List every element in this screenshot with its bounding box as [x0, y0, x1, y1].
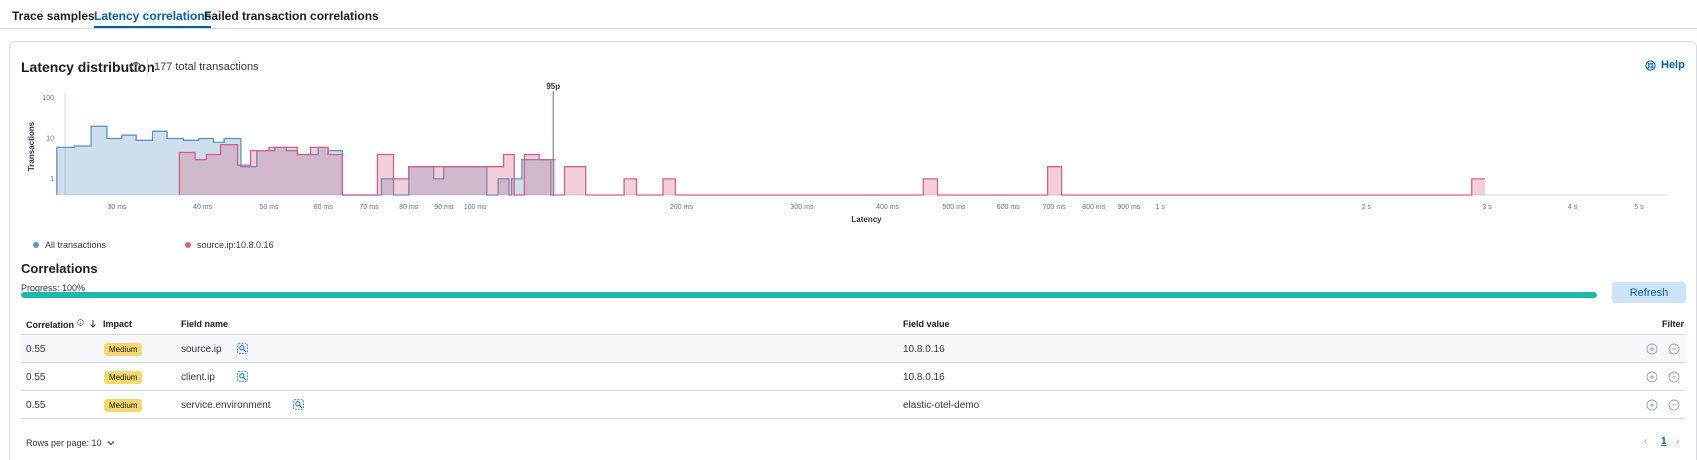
y-tick-label: 1: [50, 176, 54, 183]
table-row[interactable]: 0.55 Medium service.environment elastic-ote…: [21, 391, 1686, 419]
y-tick-label: 10: [46, 135, 54, 142]
tab-bar: Trace samples Latency correlations Faile…: [0, 0, 1697, 29]
x-tick-label: 1 s: [1156, 204, 1166, 211]
y-axis-title: Transactions: [27, 121, 36, 171]
x-axis-title: Latency: [851, 215, 882, 224]
x-tick-label: 30 ms: [107, 204, 127, 211]
correlations-title: Correlations: [21, 261, 98, 276]
x-tick-label: 4 s: [1568, 204, 1578, 211]
tab-latency-correlations[interactable]: Latency correlations: [94, 9, 212, 28]
impact-badge: Medium: [104, 343, 143, 356]
column-header-filter: Filter: [1662, 319, 1685, 329]
discover-icon[interactable]: [237, 343, 249, 354]
progress-bar: [21, 292, 1597, 298]
x-tick-label: 200 ms: [670, 204, 693, 211]
column-header-field-name: Field name: [181, 319, 229, 329]
filter-in-icon[interactable]: [1646, 399, 1658, 411]
info-icon: [76, 319, 84, 326]
field-value: elastic-otel-demo: [903, 400, 980, 411]
table-row[interactable]: 0.55 Medium source.ip 10.8.0.16: [21, 335, 1686, 363]
legend-dot-icon: [185, 242, 191, 248]
series-area-0: [56, 126, 556, 195]
filter-out-icon[interactable]: [1668, 371, 1680, 383]
x-tick-label: 100 ms: [464, 204, 487, 211]
x-tick-label: 800 ms: [1082, 204, 1105, 211]
x-tick-label: 40 ms: [193, 204, 213, 211]
x-tick-label: 400 ms: [876, 204, 899, 211]
tab-trace-samples[interactable]: Trace samples: [12, 9, 95, 23]
percentile-marker-label: 95p: [546, 82, 560, 91]
legend-item-all-transactions[interactable]: All transactions: [33, 240, 106, 250]
filter-in-icon[interactable]: [1646, 343, 1658, 355]
impact-badge: Medium: [104, 399, 143, 412]
column-label: Correlation: [26, 320, 75, 330]
field-name: service.environment: [181, 400, 271, 411]
x-tick-label: 90 ms: [434, 204, 454, 211]
legend-label: All transactions: [45, 240, 107, 250]
latency-distribution-chart: 1 10 100 30 ms 40 ms 50 ms 60 ms 70 ms 80 ms 90 m…: [27, 82, 1668, 224]
correlations-table: Correlation Impact Field name Field valu…: [21, 314, 1686, 419]
latency-distribution-title: Latency distribution: [21, 59, 155, 75]
field-name: client.ip: [181, 372, 215, 383]
total-transactions: 177 total transactions: [154, 61, 259, 73]
x-tick-label: 2 s: [1362, 204, 1372, 211]
page-number-1[interactable]: 1: [1661, 436, 1667, 447]
next-page-icon[interactable]: ›: [1676, 436, 1680, 447]
y-tick-label: 100: [42, 95, 54, 102]
chevron-down-icon: [107, 441, 114, 446]
legend-item-source-ip[interactable]: source.ip:10.8.0.16: [185, 240, 274, 250]
x-tick-label: 50 ms: [259, 204, 279, 211]
x-tick-label: 5 s: [1634, 204, 1644, 211]
filter-in-icon[interactable]: [1646, 371, 1658, 383]
column-header-impact: Impact: [103, 319, 133, 329]
column-header-field-value: Field value: [903, 319, 950, 329]
progress-label: Progress: 100%: [21, 283, 86, 293]
field-value: 10.8.0.16: [903, 372, 945, 383]
help-link[interactable]: Help: [1645, 59, 1685, 71]
series-area-1: [179, 144, 1485, 195]
correlation-value: 0.55: [26, 344, 46, 355]
table-row[interactable]: 0.55 Medium client.ip 10.8.0.16: [21, 363, 1686, 391]
tab-failed-transaction-correlations[interactable]: Failed transaction correlations: [204, 9, 379, 23]
impact-badge: Medium: [104, 371, 143, 384]
field-value: 10.8.0.16: [903, 344, 945, 355]
discover-icon[interactable]: [293, 399, 305, 410]
filter-out-icon[interactable]: [1668, 343, 1680, 355]
refresh-button[interactable]: Refresh: [1612, 282, 1686, 303]
help-icon: [1645, 59, 1656, 71]
series-line-1: [178, 144, 1485, 196]
legend-label: source.ip:10.8.0.16: [197, 240, 274, 250]
x-tick-label: 300 ms: [791, 204, 814, 211]
discover-icon[interactable]: [237, 371, 249, 382]
field-name: source.ip: [181, 344, 222, 355]
x-tick-label: 900 ms: [1117, 204, 1140, 211]
question-icon[interactable]: ?: [131, 62, 141, 72]
column-header-correlation[interactable]: Correlation: [26, 319, 97, 330]
correlation-value: 0.55: [26, 400, 46, 411]
x-tick-label: 3 s: [1482, 204, 1492, 211]
rows-per-page-label: Rows per page: 10: [26, 438, 102, 448]
progress-fill: [21, 292, 1597, 298]
help-label: Help: [1661, 59, 1685, 71]
x-tick-label: 80 ms: [399, 204, 419, 211]
previous-page-icon[interactable]: ‹: [1644, 436, 1648, 447]
x-tick-label: 700 ms: [1043, 204, 1066, 211]
sort-arrow-down-icon: [90, 320, 96, 328]
legend-dot-icon: [33, 242, 39, 248]
divider: [147, 58, 148, 75]
filter-out-icon[interactable]: [1668, 399, 1680, 411]
table-header: Correlation Impact Field name Field valu…: [21, 314, 1686, 335]
x-tick-label: 500 ms: [942, 204, 965, 211]
x-tick-label: 60 ms: [314, 204, 334, 211]
correlation-value: 0.55: [26, 372, 46, 383]
x-tick-label: 70 ms: [360, 204, 380, 211]
rows-per-page-selector[interactable]: Rows per page: 10: [26, 438, 115, 448]
x-tick-label: 600 ms: [997, 204, 1020, 211]
